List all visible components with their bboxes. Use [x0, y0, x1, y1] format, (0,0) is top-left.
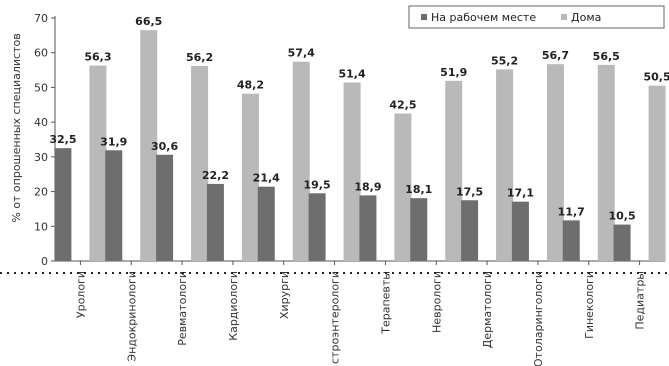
category-label: Отоларингологи [532, 271, 545, 366]
data-label: 32,5 [49, 133, 76, 146]
data-label: 50,5 [644, 71, 669, 84]
category-labels: Урологи Эндокринологи Ревматологи Кардиолог… [74, 271, 646, 366]
bar-home [597, 64, 615, 261]
category-label: Педиатры [634, 271, 647, 330]
bar-work [461, 200, 479, 261]
category-label: Неврологи [430, 271, 443, 333]
category-label: Хирурги [278, 271, 291, 319]
bar-work [308, 193, 326, 261]
data-label: 19,5 [304, 178, 331, 191]
data-label: 17,5 [456, 185, 483, 198]
y-tick-label: 10 [34, 220, 48, 233]
data-label: 22,2 [202, 169, 229, 182]
y-tick-label: 20 [34, 186, 48, 199]
bar-work [54, 148, 72, 261]
bar-home [241, 93, 259, 261]
legend-swatch-work [421, 14, 427, 20]
data-label: 66,5 [135, 15, 162, 28]
bar-work [562, 220, 580, 261]
category-label: Дерматологи [481, 271, 494, 348]
category-label: Кардиологи [227, 271, 240, 341]
data-label: 18,9 [354, 180, 381, 193]
category-label: Урологи [74, 271, 87, 318]
category-label: строэнтерологи [329, 271, 342, 364]
y-tick-label: 60 [34, 47, 48, 60]
legend-label-home: Дома [571, 11, 601, 24]
data-label: 10,5 [609, 210, 636, 223]
category-label: Гинекологи [583, 271, 596, 339]
bar-home [292, 61, 310, 261]
data-label: 55,2 [491, 54, 518, 67]
bar-home [445, 80, 463, 261]
data-label: 51,9 [440, 66, 467, 79]
data-label: 42,5 [389, 98, 416, 111]
y-tick-label: 30 [34, 151, 48, 164]
bar-work [206, 183, 224, 261]
data-label: 56,7 [542, 49, 569, 62]
bar-home [191, 65, 209, 261]
bar-home [343, 82, 361, 261]
bar-work [359, 195, 377, 261]
bar-home [140, 30, 158, 262]
bar-work [156, 154, 174, 261]
y-tick-label: 40 [34, 116, 48, 129]
data-label: 51,4 [339, 68, 366, 81]
bar-work [105, 150, 123, 261]
data-label: 56,5 [593, 50, 620, 63]
legend-frame [408, 5, 665, 29]
data-label: 48,2 [237, 79, 264, 92]
y-axis-label: % от опрошенных специалистов [10, 33, 23, 222]
y-tick-label: 0 [41, 255, 48, 268]
bar-home [546, 64, 564, 261]
legend-label-work: На рабочем месте [431, 11, 536, 24]
data-label: 21,4 [253, 172, 280, 185]
bar-work [511, 201, 529, 261]
category-label: Ревматологи [176, 271, 189, 346]
bar-home [648, 85, 666, 261]
data-label: 31,9 [100, 135, 127, 148]
y-tick-label: 70 [34, 12, 48, 25]
data-label: 17,1 [507, 187, 534, 200]
data-label: 56,2 [186, 51, 213, 64]
data-label: 30,6 [151, 140, 178, 153]
data-label: 57,4 [288, 47, 315, 60]
legend: На рабочем месте Дома [408, 5, 665, 29]
legend-swatch-home [561, 14, 567, 20]
y-tick-label: 50 [34, 81, 48, 94]
category-label: Терапевты [379, 271, 392, 335]
bars [54, 30, 666, 262]
data-label: 56,3 [84, 51, 111, 64]
bar-work [613, 224, 631, 261]
bar-work [257, 186, 275, 261]
data-label: 11,7 [558, 205, 585, 218]
category-label: Эндокринологи [125, 271, 138, 362]
bar-home [89, 65, 107, 262]
data-labels: 32,5 56,3 31,9 66,5 30,6 56,2 22,2 48,2 21,4 57,4… [49, 15, 669, 222]
data-label: 18,1 [405, 183, 432, 196]
bar-home [496, 69, 514, 262]
bar-home [394, 113, 412, 261]
bar-work [410, 198, 428, 261]
